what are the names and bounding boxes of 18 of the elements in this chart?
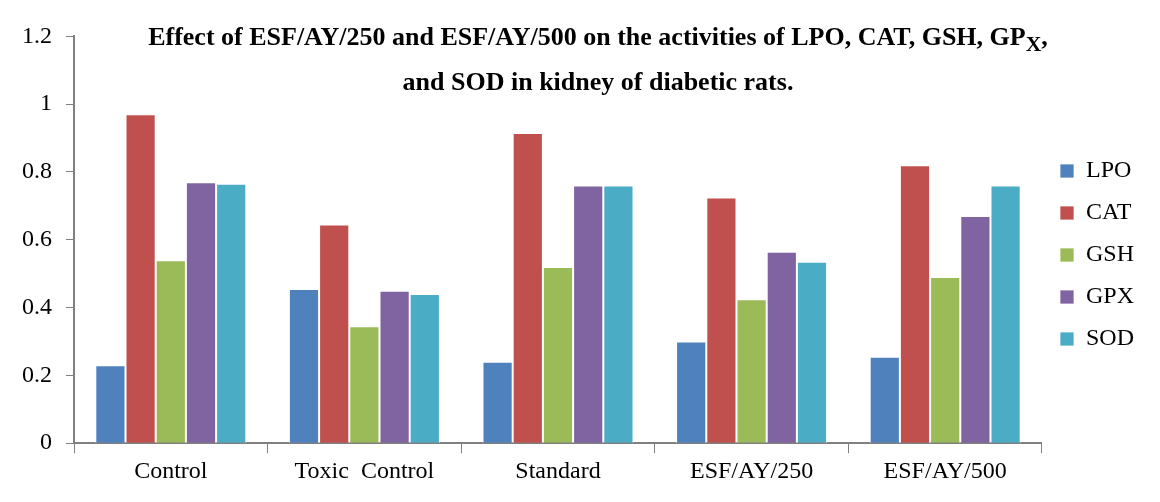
x-tick-label: ESF/AY/500 bbox=[883, 456, 1007, 483]
legend-label: GPX bbox=[1085, 282, 1134, 309]
y-tick-label: 0.6 bbox=[22, 225, 52, 252]
y-tick-label: 0.4 bbox=[22, 292, 52, 319]
x-tick-label: Toxic Control bbox=[294, 456, 435, 483]
y-tick-label: 0.2 bbox=[22, 360, 52, 387]
legend-label: LPO bbox=[1085, 156, 1132, 183]
x-tick-label: Control bbox=[134, 456, 208, 483]
y-tick-label: 0 bbox=[40, 428, 52, 455]
legend-label: CAT bbox=[1085, 198, 1132, 225]
x-tick-label: Standard bbox=[515, 456, 601, 483]
y-tick-label: 1 bbox=[40, 89, 52, 116]
y-tick-label: 0.8 bbox=[22, 157, 52, 184]
x-tick-label: ESF/AY/250 bbox=[690, 456, 814, 483]
chart-title: Effect of ESF/AY/250 and ESF/AY/500 on the activities of LPO, CAT, GSH, GP$_{X}$, and SOD in kidney of diabetic rats. bbox=[148, 22, 1048, 97]
legend-label: GSH bbox=[1085, 240, 1134, 267]
y-tick-label: 1.2 bbox=[22, 21, 52, 48]
legend-label: SOD bbox=[1085, 324, 1134, 351]
